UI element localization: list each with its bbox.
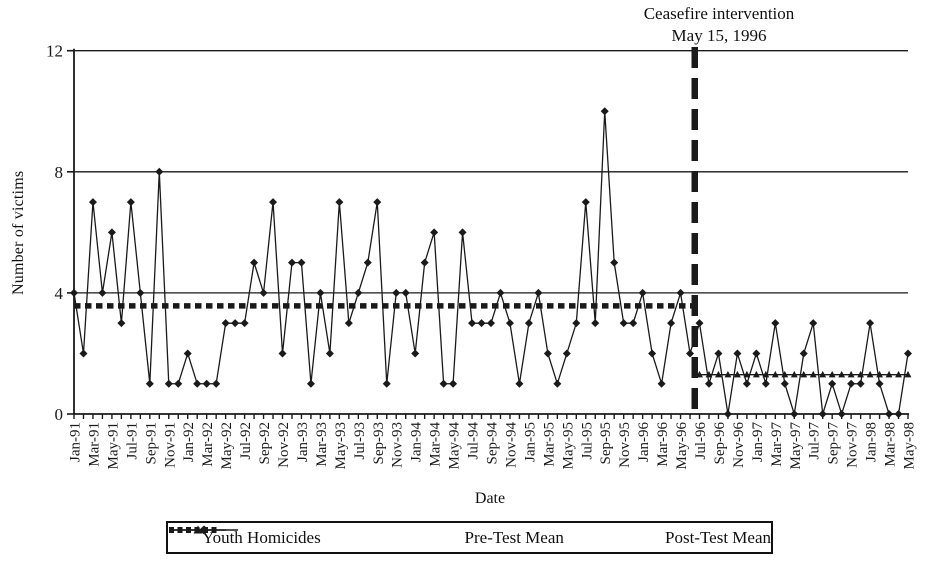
- x-tick-label: May-97: [788, 422, 804, 470]
- legend-item-youth-homicides: Youth Homicides: [170, 525, 456, 548]
- legend: Youth Homicides Pre-Test Mean Post-Test …: [166, 521, 773, 554]
- x-tick-label: Nov-93: [390, 422, 406, 468]
- x-tick-label: May-96: [674, 422, 690, 470]
- x-tick-label: Nov-94: [503, 422, 519, 468]
- x-tick-label: Jul-94: [466, 422, 482, 460]
- x-tick-label: Mar-91: [86, 422, 102, 467]
- x-tick-label: Jan-93: [295, 422, 311, 462]
- post-test-mean-line-triangle-icon: [170, 525, 226, 534]
- x-tick-label: Jul-92: [238, 422, 254, 460]
- legend-item-post-test-mean: Post-Test Mean: [170, 525, 771, 548]
- x-tick-label: Jul-93: [352, 422, 368, 460]
- x-tick-label: Sep-95: [598, 422, 614, 465]
- legend-label-pre-test-mean: Pre-Test Mean: [464, 527, 564, 547]
- x-tick-label: Jan-98: [864, 422, 880, 462]
- x-tick-label: Sep-93: [371, 422, 387, 465]
- x-tick-label: Jan-94: [409, 422, 425, 462]
- legend-item-pre-test-mean: Pre-Test Mean: [169, 527, 656, 548]
- x-tick-label: Jul-91: [124, 422, 140, 460]
- x-tick-label: Sep-91: [143, 422, 159, 465]
- legend-label-youth-homicides: Youth Homicides: [202, 527, 321, 547]
- x-tick-label: Jan-91: [68, 422, 84, 462]
- intervention-annotation-line1: Ceasefire intervention: [643, 4, 795, 23]
- x-tick-label: Jul-97: [807, 422, 823, 460]
- x-tick-label: Sep-96: [712, 422, 728, 465]
- x-tick-label: Jan-92: [181, 422, 197, 462]
- x-tick-label: Mar-97: [769, 422, 785, 467]
- x-tick-label: Mar-93: [314, 422, 330, 467]
- x-tick-label: May-91: [105, 422, 121, 470]
- x-tick-label: Mar-96: [655, 422, 671, 467]
- x-tick-label: Sep-92: [257, 422, 273, 465]
- y-tick-label: 8: [55, 163, 64, 182]
- youth-homicides-line: [73, 111, 909, 417]
- x-tick-label: Mar-92: [200, 422, 216, 467]
- intervention-annotation: Ceasefire intervention May 15, 1996: [608, 3, 830, 47]
- x-tick-label: May-94: [447, 422, 463, 470]
- y-tick-label: 12: [46, 42, 63, 61]
- x-tick-label: May-92: [219, 422, 235, 470]
- x-tick-label: May-95: [560, 422, 576, 470]
- x-tick-label: Nov-96: [731, 422, 747, 468]
- x-tick-label: Nov-92: [276, 422, 292, 468]
- youth-homicides-markers: [70, 107, 912, 418]
- x-tick-label: Nov-97: [845, 422, 861, 468]
- y-tick-label: 4: [55, 284, 64, 303]
- y-tick-label: 0: [55, 405, 64, 424]
- x-tick-label: Jul-95: [579, 422, 595, 460]
- x-tick-label: Jul-96: [693, 422, 709, 460]
- x-tick-label: Jan-96: [636, 422, 652, 462]
- x-tick-label: Jan-97: [750, 422, 766, 462]
- x-axis-title: Date: [474, 490, 506, 507]
- x-tick-label: Nov-95: [617, 422, 633, 468]
- x-tick-label: Nov-91: [162, 422, 178, 468]
- x-tick-label: Mar-98: [883, 422, 899, 467]
- x-tick-label: Sep-97: [826, 422, 842, 465]
- x-tick-label: Mar-94: [428, 422, 444, 467]
- x-tick-label: Jan-95: [522, 422, 538, 462]
- x-tick-label: May-93: [333, 422, 349, 470]
- x-tick-label: Sep-94: [485, 422, 501, 465]
- intervention-annotation-line2: May 15, 1996: [671, 25, 767, 45]
- post-test-mean-markers: [696, 370, 912, 378]
- x-tick-label: May-98: [902, 422, 918, 470]
- legend-label-post-test-mean: Post-Test Mean: [665, 527, 771, 547]
- x-tick-label: Mar-95: [541, 422, 557, 467]
